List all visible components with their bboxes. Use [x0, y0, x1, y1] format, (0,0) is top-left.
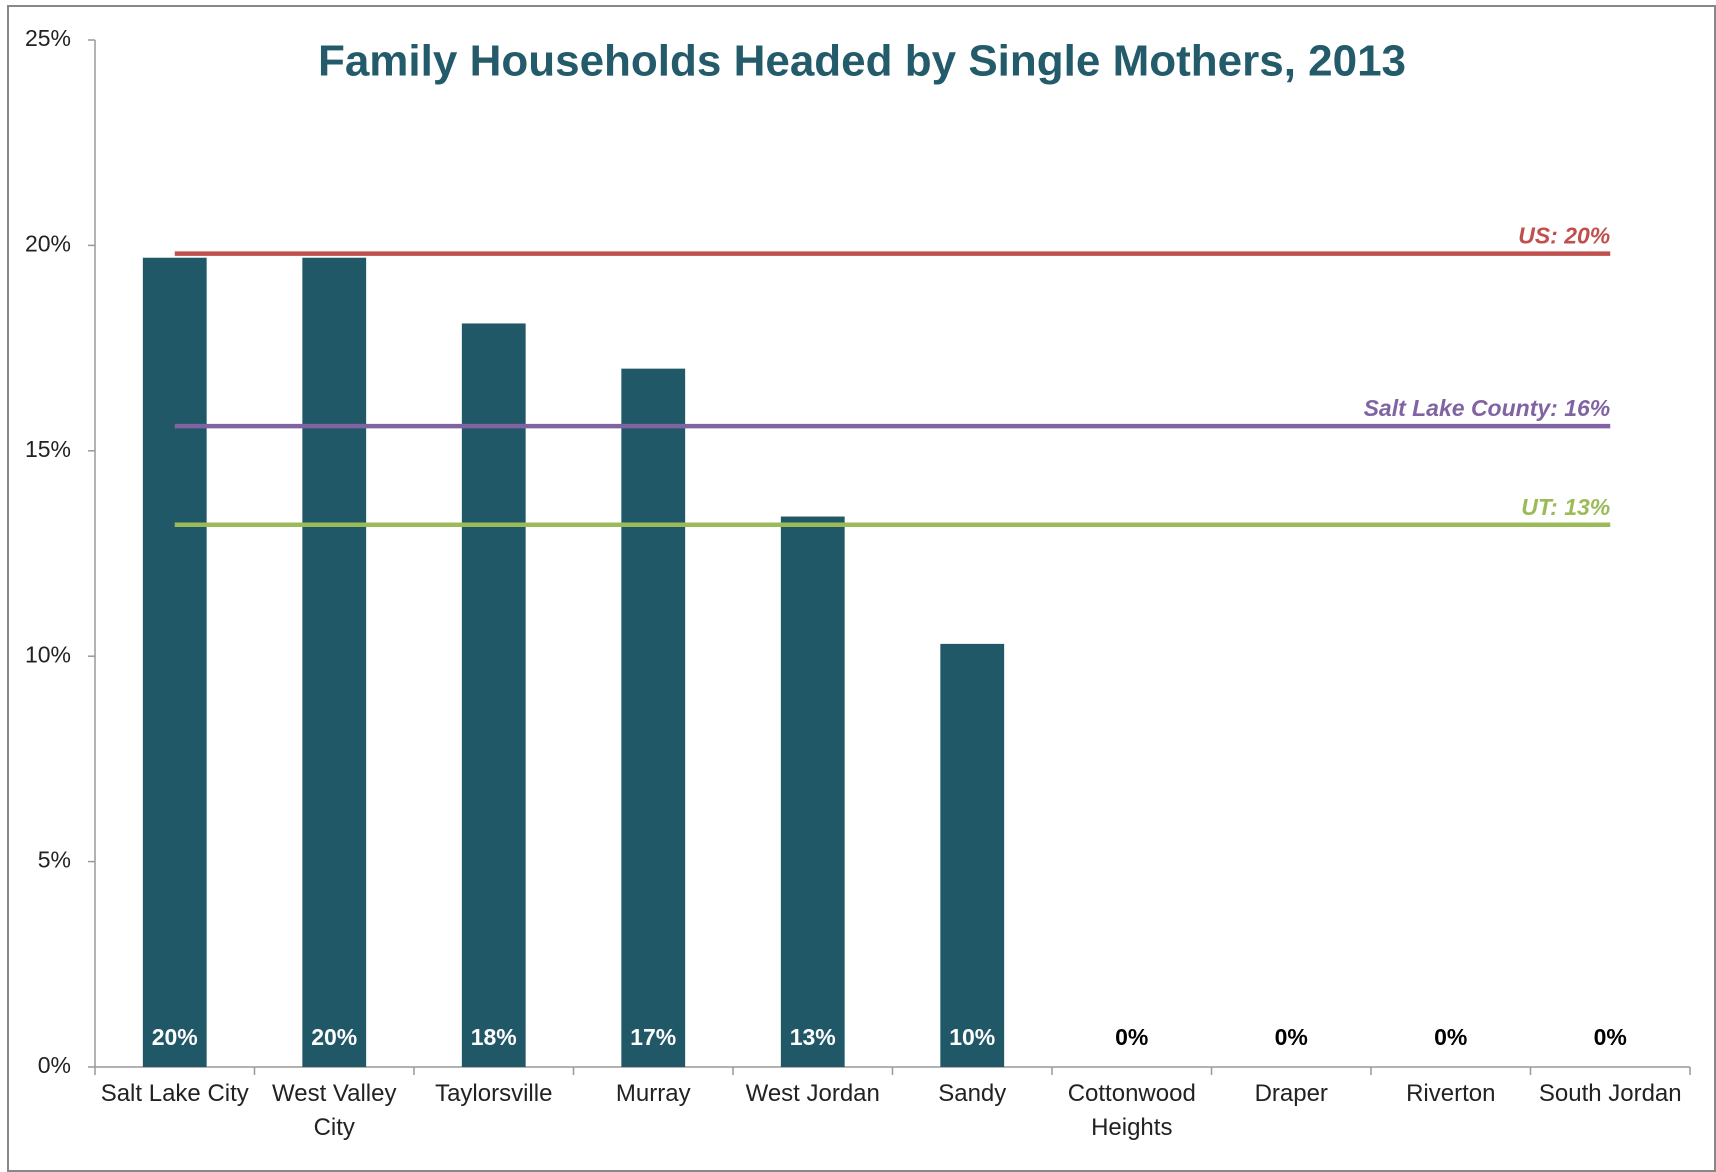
bar — [142, 257, 207, 1067]
value-label: 20% — [311, 1024, 357, 1050]
bar — [461, 323, 526, 1067]
value-label: 0% — [1434, 1024, 1467, 1050]
x-tick-label: Taylorsville — [435, 1080, 553, 1107]
value-label: 17% — [630, 1024, 676, 1050]
x-tick-label: West Jordan — [745, 1080, 880, 1107]
value-label: 0% — [1594, 1024, 1627, 1050]
value-label: 10% — [949, 1024, 995, 1050]
y-tick-label: 5% — [38, 847, 71, 873]
x-tick-label: Salt Lake City — [100, 1080, 249, 1107]
x-tick-label: West Valley City — [272, 1080, 397, 1141]
chart-title: Family Households Headed by Single Mothe… — [318, 37, 1406, 86]
x-tick-label: Riverton — [1406, 1080, 1496, 1107]
value-label: 13% — [790, 1024, 836, 1050]
x-tick-label: Draper — [1254, 1080, 1328, 1107]
x-tick-label: Cottonwood Heights — [1067, 1080, 1196, 1141]
chart-border — [7, 5, 1716, 1172]
reference-label: UT: 13% — [1521, 494, 1610, 520]
y-tick-label: 15% — [25, 436, 71, 462]
bar — [621, 368, 686, 1067]
value-label: 18% — [471, 1024, 517, 1050]
value-label: 0% — [1115, 1024, 1148, 1050]
value-label: 0% — [1275, 1024, 1308, 1050]
y-tick-label: 0% — [38, 1052, 71, 1078]
y-tick-label: 25% — [25, 25, 71, 51]
bar — [940, 643, 1005, 1067]
value-label: 20% — [152, 1024, 198, 1050]
x-tick-label: Sandy — [938, 1080, 1007, 1107]
bar — [302, 257, 367, 1067]
x-tick-label: South Jordan — [1538, 1080, 1682, 1107]
y-tick-label: 20% — [25, 230, 71, 256]
reference-label: US: 20% — [1518, 223, 1610, 249]
y-tick-label: 10% — [25, 641, 71, 667]
bar — [780, 516, 845, 1067]
reference-label: Salt Lake County: 16% — [1364, 395, 1611, 421]
x-tick-label: Murray — [615, 1080, 691, 1107]
